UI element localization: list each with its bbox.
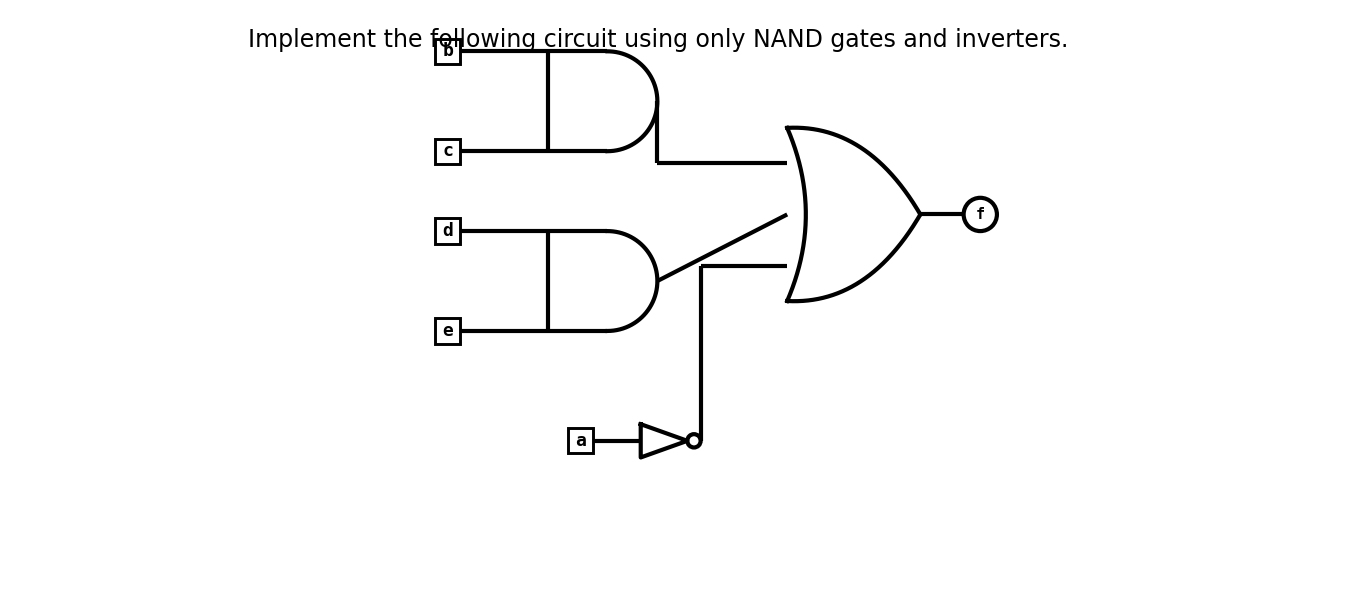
Text: Implement the following circuit using only NAND gates and inverters.: Implement the following circuit using on… (248, 28, 1068, 52)
Bar (435, 39, 460, 64)
Bar (569, 428, 593, 453)
Text: f: f (975, 207, 985, 222)
Bar (435, 138, 460, 164)
Text: d: d (442, 222, 453, 240)
Bar (435, 219, 460, 244)
Text: e: e (442, 322, 453, 340)
Text: b: b (442, 42, 453, 60)
Text: a: a (576, 432, 587, 450)
Text: c: c (442, 142, 453, 160)
Bar (435, 318, 460, 344)
